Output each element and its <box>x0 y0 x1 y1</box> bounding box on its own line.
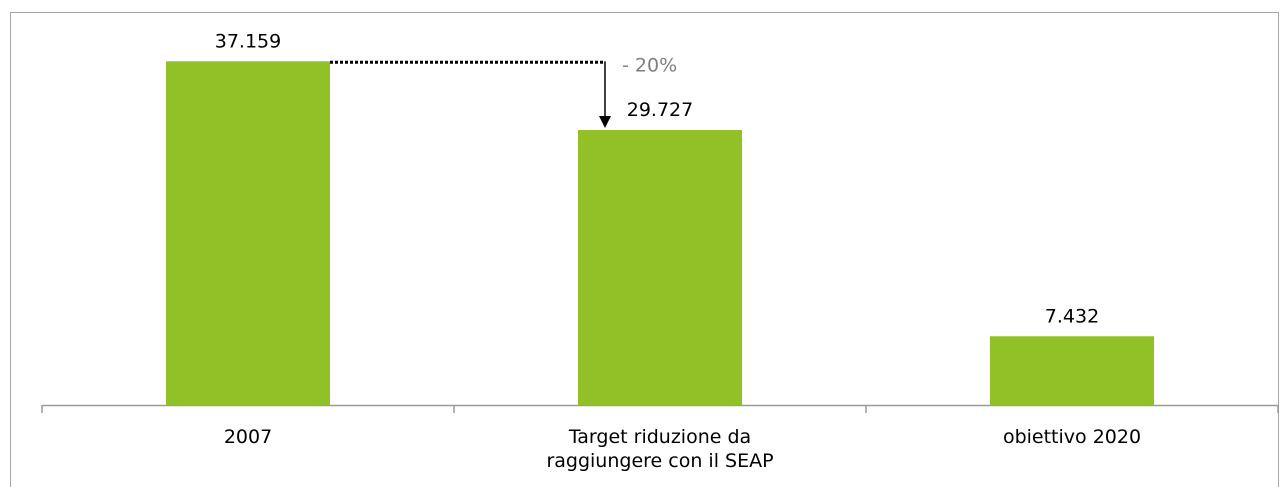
bar <box>990 336 1154 405</box>
arrow-head <box>599 116 611 129</box>
x-tick-label: Target riduzione da raggiungere con il S… <box>546 426 774 472</box>
frame <box>10 12 1279 487</box>
value-label: 37.159 <box>215 30 281 52</box>
value-label: 29.727 <box>627 99 693 121</box>
annotation: - 20% <box>622 54 677 76</box>
bar <box>578 130 742 405</box>
bar <box>166 61 330 406</box>
x-tick-label: obiettivo 2020 <box>1002 426 1142 448</box>
x-tick-label: 2007 <box>223 426 273 448</box>
value-label: 7.432 <box>1045 305 1099 327</box>
